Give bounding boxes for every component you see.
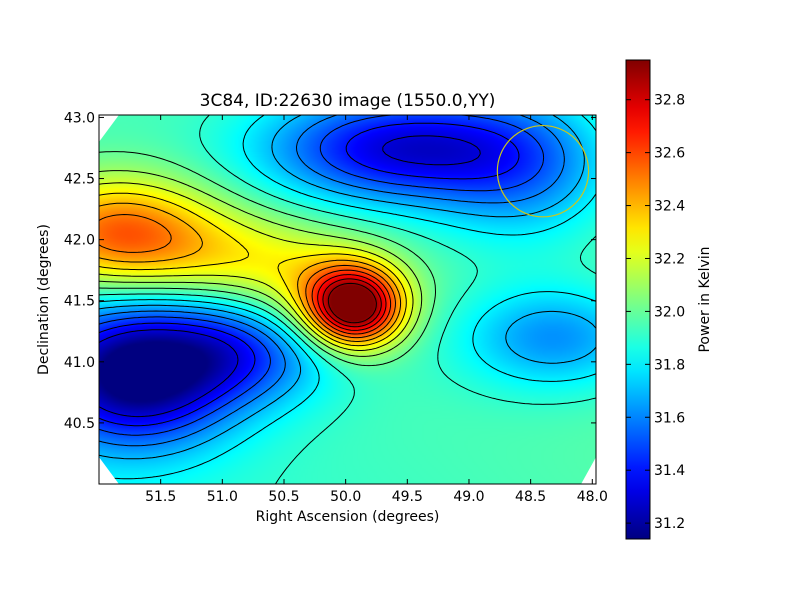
x-tick-label: 50.0: [330, 489, 361, 505]
contour-line: [99, 135, 481, 418]
y-tick-label: 41.0: [64, 355, 95, 371]
y-tick-label: 41.5: [64, 294, 95, 310]
colorbar-tick-label: 31.8: [654, 357, 685, 373]
y-tick-label: 42.0: [64, 233, 95, 249]
x-axis-label: Right Ascension (degrees): [256, 509, 440, 525]
y-tick-label: 40.5: [64, 416, 95, 432]
contour-line: [99, 214, 396, 339]
colorbar-gradient: [625, 59, 651, 540]
colorbar-tick-label: 32.0: [654, 304, 685, 320]
contour-line: [327, 282, 377, 324]
x-tick-label: 49.5: [392, 489, 423, 505]
colorbar-label: Power in Kelvin: [697, 246, 713, 352]
plot-frame: [98, 114, 597, 485]
contour-line: [99, 202, 402, 342]
colorbar-tick-label: 31.2: [654, 516, 685, 532]
heatmap-image: [99, 115, 596, 484]
chart-title: 3C84, ID:22630 image (1550.0,YY): [200, 91, 496, 111]
colorbar-ticks: 31.2 31.4 31.6 31.8 32.0 32.2 32.4 32.6 32.8: [626, 93, 685, 532]
y-axis: 40.5 41.0 41.5 42.0 42.5 43.0: [64, 110, 596, 432]
contour-line: [322, 278, 382, 328]
x-tick-label: 49.0: [453, 489, 484, 505]
x-tick-label: 50.5: [268, 489, 299, 505]
colorbar-tick-label: 32.8: [654, 93, 685, 109]
contour-line: [99, 115, 596, 460]
contour-line: [99, 192, 407, 347]
x-tick-label: 51.5: [145, 489, 176, 505]
x-tick-label: 51.0: [207, 489, 238, 505]
contour-line: [99, 115, 596, 484]
contour-line: [99, 182, 414, 351]
colorbar-tick-label: 31.6: [654, 410, 685, 426]
y-axis-label: Declination (degrees): [36, 224, 52, 375]
contour-line: [99, 151, 436, 367]
plot-area: [98, 114, 597, 485]
colorbar-tick-label: 31.4: [654, 463, 685, 479]
beam-circle: [496, 124, 590, 218]
contour-lines: [99, 115, 596, 484]
contour-line: [99, 115, 545, 436]
contour-line: [99, 170, 423, 357]
y-tick-label: 42.5: [64, 172, 95, 188]
colorbar-tick-label: 32.2: [654, 251, 685, 267]
x-axis: 51.5 51.0 50.5 50.0 49.5 49.0 48.5 48.0: [145, 115, 608, 505]
contour-line: [317, 274, 387, 331]
y-tick-label: 43.0: [64, 110, 95, 126]
colorbar-tick-label: 32.4: [654, 199, 685, 215]
colorbar: 31.2 31.4 31.6 31.8 32.0 32.2 32.4 32.6 32.8 Pow…: [625, 59, 713, 540]
colorbar-tick-label: 32.6: [654, 146, 685, 162]
x-tick-label: 48.5: [515, 489, 546, 505]
x-tick-label: 48.0: [577, 489, 608, 505]
contour-line: [311, 269, 392, 335]
contour-line: [99, 115, 565, 447]
